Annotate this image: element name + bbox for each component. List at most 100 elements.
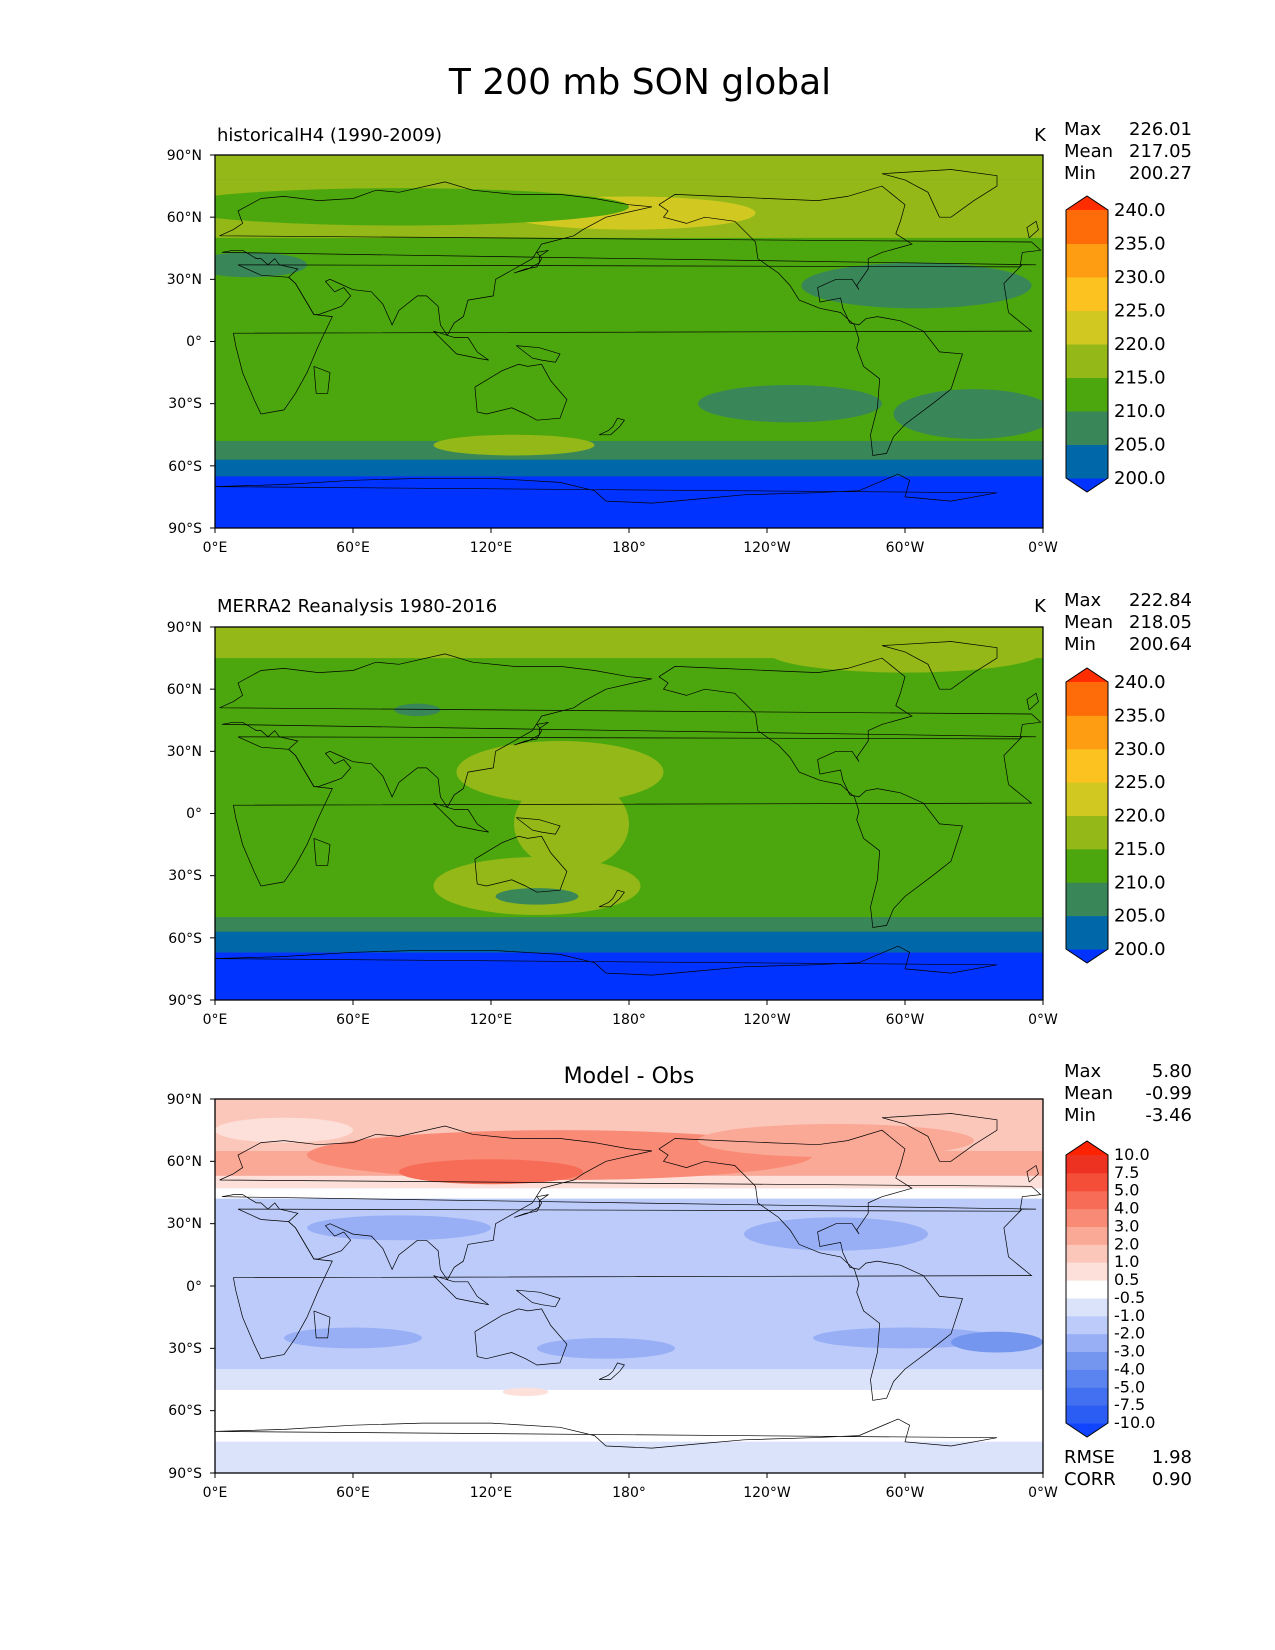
colorbar-tick-label: 210.0 xyxy=(1114,401,1166,422)
lon-tick-label: 60°E xyxy=(336,1012,370,1028)
field-region xyxy=(433,434,595,456)
stat-mean-label: Mean xyxy=(1064,1083,1113,1104)
lat-tick-label: 30°N xyxy=(167,1216,202,1232)
colorbar-swatch xyxy=(1066,1190,1108,1210)
lon-axis: 0°E 60°E 120°E 180° 120°W 60°W 0°W xyxy=(203,540,1058,556)
stat-mean-value: 218.05 xyxy=(1129,612,1192,633)
coastline xyxy=(232,264,1033,415)
coastline xyxy=(1026,1164,1039,1183)
colorbar-tick-label: -7.5 xyxy=(1114,1395,1145,1414)
field-region xyxy=(433,857,641,916)
colorbar: -10.0-7.5-5.0-4.0-3.0-2.0-1.0-0.50.51.02… xyxy=(1065,1140,1155,1438)
coastline xyxy=(516,1289,561,1308)
field-region xyxy=(537,1337,675,1359)
coastline xyxy=(598,889,625,908)
colorbar-outline xyxy=(1065,1140,1109,1438)
colorbar-swatch xyxy=(1066,1280,1108,1299)
colorbar-swatch xyxy=(1066,344,1108,378)
lat-tick-label: 90°S xyxy=(168,993,202,1009)
colorbar-tick-label: -4.0 xyxy=(1114,1359,1145,1378)
coastline xyxy=(598,417,625,436)
lat-band xyxy=(215,1389,1043,1442)
coastline xyxy=(474,1308,568,1366)
lon-tick-label: 60°E xyxy=(336,1485,370,1501)
field-region xyxy=(456,740,664,804)
stat-min-value: -3.46 xyxy=(1145,1105,1192,1126)
colorbar-swatch xyxy=(1066,377,1108,412)
lat-tick-label: 30°S xyxy=(168,396,202,412)
stat-max-label: Max xyxy=(1064,1061,1102,1082)
lon-tick-label: 120°E xyxy=(470,540,513,556)
coastline xyxy=(313,366,331,394)
colorbar: 200.0 205.0 210.0 215.0 220.0 225.0 230.0 235.0… xyxy=(1065,667,1166,964)
stat-max-value: 222.84 xyxy=(1129,590,1192,611)
lon-tick-label: 60°W xyxy=(886,540,925,556)
coastline xyxy=(1026,692,1039,711)
lat-band xyxy=(215,917,1043,932)
coastlines xyxy=(215,641,1042,976)
lon-tick-label: 0°E xyxy=(203,1485,228,1501)
coastline xyxy=(433,1275,489,1306)
stat-min-value: 200.64 xyxy=(1129,634,1192,655)
colorbar-tick-label: 215.0 xyxy=(1114,839,1166,860)
colorbar-swatch xyxy=(1066,1155,1108,1174)
rmse-value: 1.98 xyxy=(1152,1447,1192,1468)
colorbar-extend-high xyxy=(1066,668,1108,682)
colorbar: 200.0 205.0 210.0 215.0 220.0 225.0 230.0 235.0… xyxy=(1065,195,1166,493)
colorbar-tick-label: 2.0 xyxy=(1114,1234,1139,1253)
lat-band xyxy=(215,952,1043,1000)
coastline xyxy=(215,473,998,504)
field-region xyxy=(215,188,629,226)
colorbar-swatch xyxy=(1066,1226,1108,1245)
field-region xyxy=(495,888,579,905)
field-region xyxy=(801,262,1032,309)
lon-tick-label: 0°W xyxy=(1028,540,1058,556)
colorbar-tick-label: 220.0 xyxy=(1114,806,1166,827)
colorbar-swatch xyxy=(1066,411,1108,445)
colorbar-swatch xyxy=(1066,715,1108,750)
colorbar-tick-label: 240.0 xyxy=(1114,200,1166,221)
colorbar-tick-label: 200.0 xyxy=(1114,939,1166,960)
stats-box: Max 226.01 Mean 217.05 Min 200.27 xyxy=(1064,119,1192,184)
corr-label: CORR xyxy=(1064,1469,1116,1490)
lon-tick-label: 0°E xyxy=(203,1012,228,1028)
lon-tick-label: 120°W xyxy=(743,1012,791,1028)
colorbar-extend-high xyxy=(1066,1141,1108,1155)
colorbar-swatch xyxy=(1066,1244,1108,1263)
coastline xyxy=(513,1194,549,1218)
colorbar-tick-label: 210.0 xyxy=(1114,872,1166,893)
lat-tick-label: 90°N xyxy=(167,620,202,636)
lat-band xyxy=(215,459,1043,477)
colorbar-swatch xyxy=(1066,782,1108,816)
stat-min-label: Min xyxy=(1064,634,1096,655)
stat-max-value: 5.80 xyxy=(1152,1061,1192,1082)
lat-tick-label: 30°N xyxy=(167,744,202,760)
map-field xyxy=(215,1099,1043,1473)
colorbar-swatch xyxy=(1066,915,1108,950)
colorbar-tick-label: -0.5 xyxy=(1114,1288,1145,1307)
lat-tick-label: 90°S xyxy=(168,1466,202,1482)
coastline xyxy=(474,835,568,893)
colorbar-tick-label: 235.0 xyxy=(1114,234,1166,255)
lat-axis: 90°N 60°N 30°N 0° 30°S 60°S 90°S xyxy=(167,148,202,537)
lat-tick-label: 60°S xyxy=(168,931,202,947)
coastline xyxy=(658,1129,963,1401)
coastline xyxy=(232,736,1033,887)
coastline xyxy=(313,1310,331,1339)
lon-tick-label: 0°W xyxy=(1028,1012,1058,1028)
colorbar-tick-label: -5.0 xyxy=(1114,1377,1145,1396)
colorbar-swatch xyxy=(1066,882,1108,917)
lat-tick-label: 90°N xyxy=(167,148,202,164)
rmse-label: RMSE xyxy=(1064,1447,1115,1468)
lon-axis: 0°E 60°E 120°E 180° 120°W 60°W 0°W xyxy=(203,1485,1058,1501)
field-region xyxy=(744,1217,928,1251)
lon-tick-label: 120°W xyxy=(743,540,791,556)
field-region xyxy=(893,389,1043,439)
figure-title: T 200 mb SON global xyxy=(448,62,831,103)
colorbar-swatch xyxy=(1066,1172,1108,1192)
coastline xyxy=(433,330,489,361)
lat-tick-label: 60°S xyxy=(168,459,202,475)
skill-scores: RMSE 1.98 CORR 0.90 xyxy=(1064,1447,1192,1490)
lat-tick-label: 0° xyxy=(186,334,202,350)
colorbar-extend-low xyxy=(1066,1423,1108,1437)
